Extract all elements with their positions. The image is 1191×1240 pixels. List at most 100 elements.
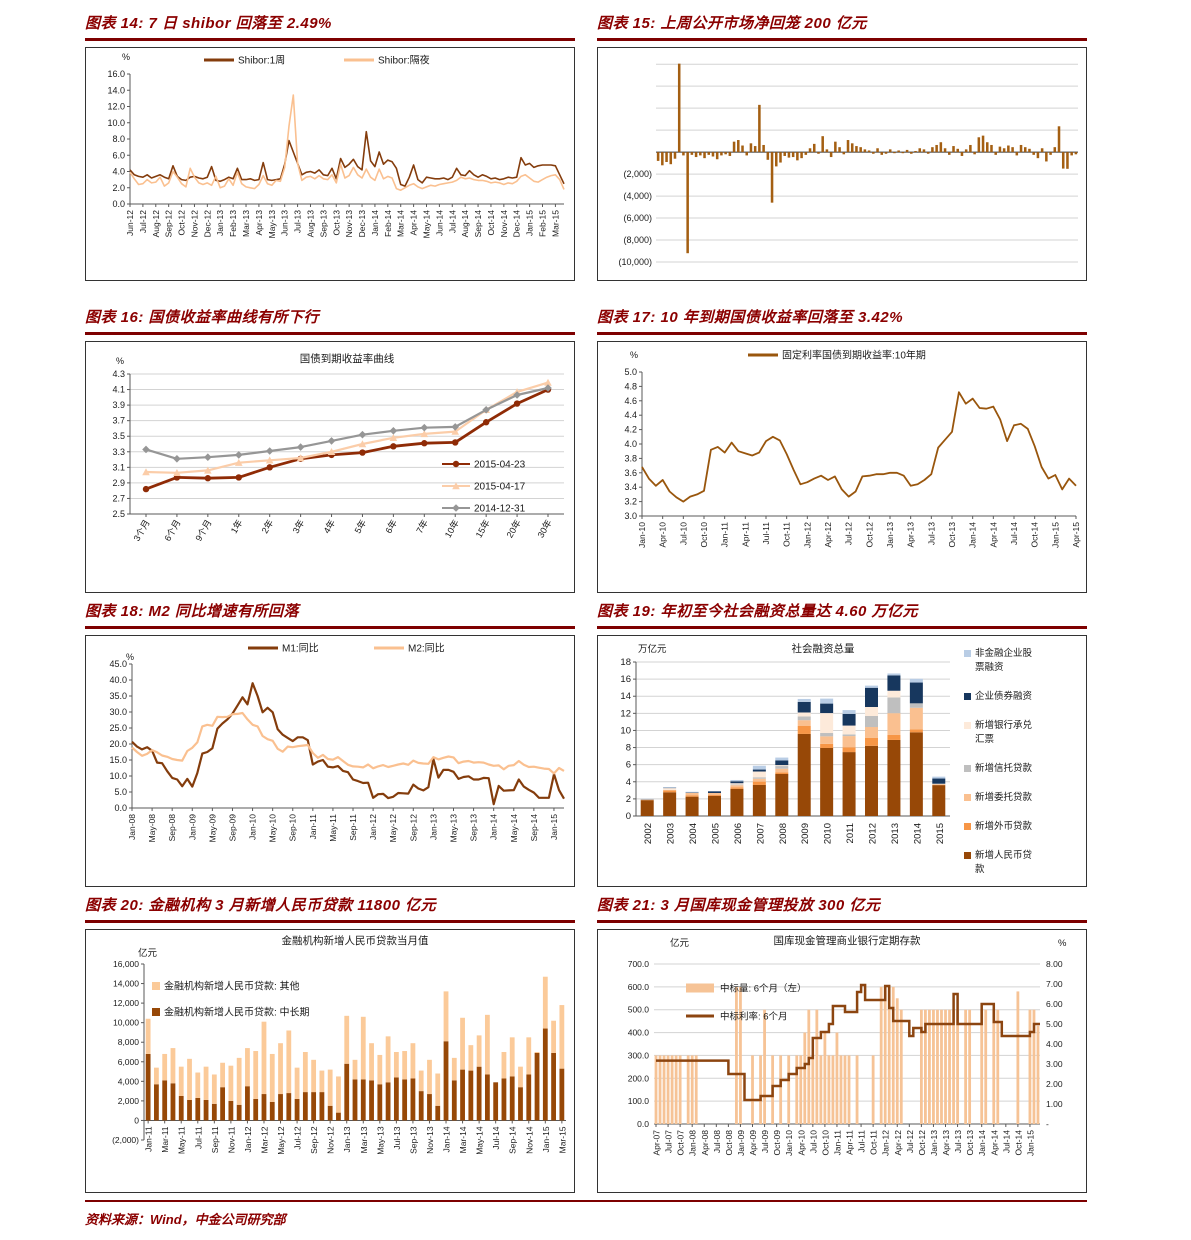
svg-text:2011: 2011 [845,823,856,843]
series-M2:同比 [131,711,565,775]
svg-text:3.2: 3.2 [624,497,637,507]
svg-text:新增外币贷款: 新增外币贷款 [975,820,1033,832]
figure-21-plot: 国库现金管理商业银行定期存款 亿元 % 0.0 100.0 200.0 300.0 400.0… [628,934,1067,1156]
svg-text:Feb-15: Feb-15 [538,210,548,237]
svg-text:12.0: 12.0 [107,102,125,112]
svg-text:Jan-14: Jan-14 [370,210,380,236]
svg-text:票融资: 票融资 [975,662,1004,673]
svg-text:3.0: 3.0 [624,511,637,521]
svg-text:1.00: 1.00 [1046,1099,1063,1109]
svg-text:0.0: 0.0 [637,1119,649,1129]
svg-text:5.0: 5.0 [114,787,127,797]
svg-text:4.8: 4.8 [624,381,637,391]
svg-text:Jul-12: Jul-12 [293,1126,303,1149]
svg-text:0.0: 0.0 [114,803,127,813]
svg-text:5年: 5年 [352,518,369,536]
svg-text:Oct-09: Oct-09 [772,1130,782,1156]
figure-19: 图表 19: 年初至今社会融资总量达 4.60 万亿元 万亿元 社会融资总量 0 2 4… [597,600,1087,887]
svg-text:Mar-11: Mar-11 [160,1126,170,1153]
svg-text:%: % [122,52,130,62]
figure-14-chart: % 0.0 2.0 4.0 6.0 8.0 10.0 12.0 14.0 16.0 Jun-12 Ju… [85,47,575,281]
svg-text:Sep-13: Sep-13 [469,814,479,842]
svg-text:%: % [126,652,134,662]
svg-text:Jan-15: Jan-15 [1050,522,1060,548]
svg-text:Apr-13: Apr-13 [941,1130,951,1156]
figure-14-title: 图表 14: 7 日 shibor 回落至 2.49% [85,12,575,41]
svg-text:新增银行承兑: 新增银行承兑 [975,719,1033,731]
svg-text:Oct-13: Oct-13 [947,522,957,548]
svg-text:14: 14 [620,691,631,702]
svg-text:2年: 2年 [259,518,276,536]
svg-text:16: 16 [620,674,631,685]
svg-text:Jan-12: Jan-12 [368,814,378,840]
svg-text:Jan-11: Jan-11 [308,814,318,840]
svg-text:2005: 2005 [711,823,722,844]
svg-text:Jun-12: Jun-12 [125,210,135,236]
svg-text:Jan-10: Jan-10 [637,522,647,548]
svg-text:2007: 2007 [755,823,766,844]
svg-text:May-14: May-14 [475,1126,485,1155]
svg-text:新增信托贷款: 新增信托贷款 [975,762,1033,774]
svg-text:2.00: 2.00 [1046,1079,1063,1089]
svg-text:Shibor:隔夜: Shibor:隔夜 [378,54,430,67]
svg-text:Nov-13: Nov-13 [344,210,354,238]
svg-text:中标利率: 6个月: 中标利率: 6个月 [720,1011,788,1023]
svg-text:May-12: May-12 [388,814,398,843]
svg-text:Apr-08: Apr-08 [700,1130,710,1156]
svg-text:May-11: May-11 [328,814,338,842]
svg-text:Sep-12: Sep-12 [408,814,418,842]
svg-text:Jan-09: Jan-09 [187,814,197,840]
svg-text:Jan-08: Jan-08 [688,1130,698,1156]
svg-text:6年: 6年 [383,518,400,536]
svg-text:35.0: 35.0 [109,691,127,701]
svg-text:3.00: 3.00 [1046,1059,1063,1069]
figure-20-chart: 金融机构新增人民币贷款当月值 亿元 (2,000) 0 2,000 4,000 6,000 8… [85,929,575,1193]
svg-text:16.0: 16.0 [107,69,125,79]
svg-text:-: - [1046,1119,1049,1129]
svg-text:40.0: 40.0 [109,675,127,685]
svg-text:2009: 2009 [800,823,811,844]
figure-20: 图表 20: 金融机构 3 月新增人民币贷款 11800 亿元 金融机构新增人民… [85,894,575,1193]
svg-text:2.7: 2.7 [112,493,125,503]
svg-text:Sep-14: Sep-14 [473,210,483,238]
svg-text:Sep-13: Sep-13 [318,210,328,238]
svg-text:2015: 2015 [935,823,946,844]
svg-text:非金融企业股: 非金融企业股 [975,647,1033,659]
svg-text:May-08: May-08 [147,814,157,843]
svg-text:Oct-08: Oct-08 [724,1130,734,1156]
source-note: 资料来源：Wind，中金公司研究部 [85,1200,1087,1228]
figure-21: 图表 21: 3 月国库现金管理投放 300 亿元 国库现金管理商业银行定期存款… [597,894,1087,1193]
svg-text:Mar-13: Mar-13 [359,1126,369,1153]
svg-text:Apr-12: Apr-12 [823,522,833,548]
svg-text:Apr-13: Apr-13 [254,210,264,236]
svg-text:Jan-10: Jan-10 [784,1130,794,1156]
svg-text:12: 12 [620,708,631,719]
svg-text:Apr-14: Apr-14 [409,210,419,236]
svg-text:Jan-13: Jan-13 [929,1130,939,1156]
svg-text:%: % [1058,938,1067,949]
svg-text:10.0: 10.0 [109,771,127,781]
figure-17-plot: % 3.0 3.2 3.4 3.6 3.8 4.0 4.2 4.4 4.6 4.8 5.0 Jan-10… [624,349,1081,549]
svg-text:Apr-14: Apr-14 [988,522,998,548]
svg-text:Oct-12: Oct-12 [917,1130,927,1156]
svg-text:400.0: 400.0 [628,1028,650,1038]
svg-text:Sep-09: Sep-09 [227,814,237,842]
svg-text:2015-04-23: 2015-04-23 [474,460,526,471]
svg-text:Oct-10: Oct-10 [699,522,709,548]
svg-text:Dec-13: Dec-13 [357,210,367,238]
svg-text:(4,000): (4,000) [623,191,652,201]
figure-16: 图表 16: 国债收益率曲线有所下行 % 国债到期收益率曲线 2.5 2.7 2.9 3.… [85,306,575,593]
svg-text:2014-12-31: 2014-12-31 [474,504,526,515]
svg-text:30.0: 30.0 [109,707,127,717]
svg-text:May-13: May-13 [375,1126,385,1155]
svg-text:亿元: 亿元 [670,937,690,949]
svg-text:Jan-13: Jan-13 [342,1126,352,1152]
figure-15: 图表 15: 上周公开市场净回笼 200 亿元 (10,000) (8,000)(… [597,12,1087,281]
svg-text:12,000: 12,000 [113,998,139,1008]
svg-text:4.0: 4.0 [624,439,637,449]
svg-text:3.4: 3.4 [624,482,637,492]
svg-text:Nov-12: Nov-12 [189,210,199,238]
svg-text:May-11: May-11 [177,1126,187,1154]
svg-text:Jan-14: Jan-14 [977,1130,987,1156]
svg-text:金融机构新增人民币贷款: 其他: 金融机构新增人民币贷款: 其他 [164,980,300,993]
